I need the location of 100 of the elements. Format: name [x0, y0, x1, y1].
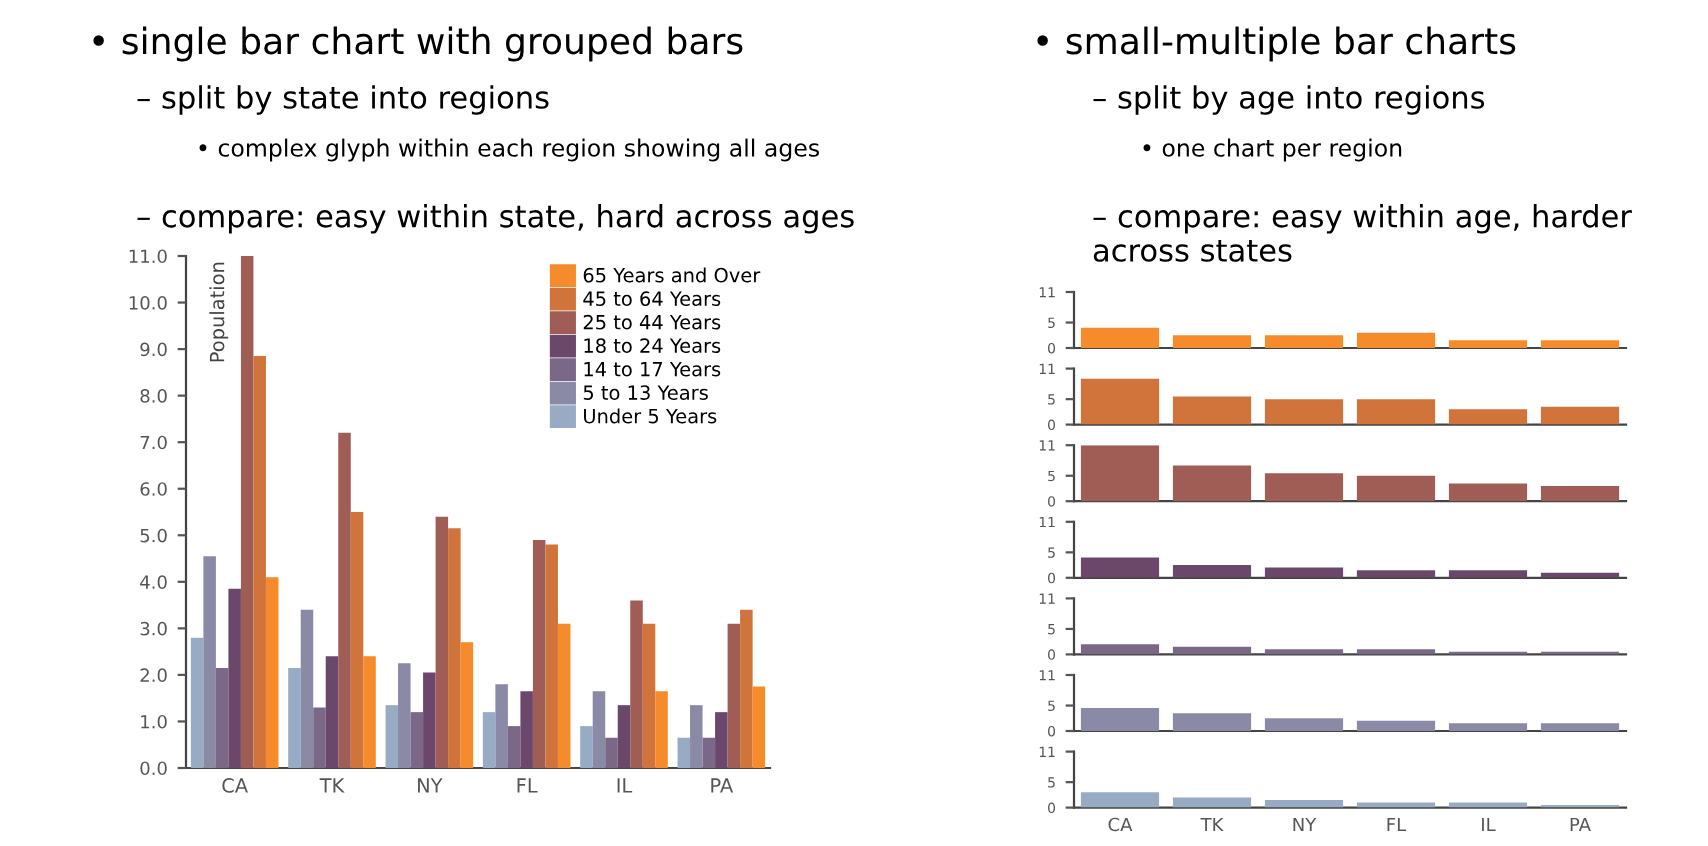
bar — [630, 600, 643, 768]
bar — [215, 667, 229, 768]
bar — [495, 684, 508, 768]
bar — [1080, 557, 1160, 578]
bar — [1540, 340, 1620, 348]
x-tick-label: TK — [319, 778, 345, 793]
y-axis-title: Population — [209, 262, 229, 362]
bar — [702, 737, 716, 768]
bar — [288, 667, 301, 768]
x-tick-label: NY — [1293, 817, 1317, 832]
y-tick-label: 1.0 — [141, 714, 167, 729]
bar — [190, 637, 204, 768]
bar — [423, 672, 436, 768]
bar — [1448, 723, 1528, 731]
legend-label: 65 Years and Over — [583, 267, 761, 283]
bar — [410, 712, 424, 768]
legend-label: 5 to 13 Years — [583, 385, 708, 400]
bar — [228, 588, 241, 768]
y-tick-label: 10.0 — [129, 296, 167, 310]
bar — [1080, 327, 1160, 348]
bar — [617, 705, 631, 768]
legend-label: 18 to 24 Years — [584, 338, 721, 353]
x-tick-label: CA — [1108, 817, 1133, 832]
bar — [1264, 473, 1344, 502]
bar — [363, 656, 376, 768]
bar — [1172, 797, 1252, 808]
bar — [642, 623, 656, 768]
text: – compare: easy within state, hard across ages — [137, 204, 854, 234]
x-tick-label: IL — [617, 778, 633, 793]
bar — [1448, 570, 1528, 578]
x-tick-label: PA — [711, 778, 734, 793]
text: • complex glyph within each region showing all ages — [199, 138, 819, 162]
bar — [313, 707, 326, 768]
bar — [545, 544, 558, 768]
bar — [1080, 378, 1160, 425]
bar — [325, 656, 339, 768]
bar — [240, 256, 254, 768]
bar — [715, 712, 728, 768]
bar — [1172, 335, 1252, 348]
bar — [507, 726, 521, 768]
bar — [1356, 720, 1436, 731]
y-tick-label: 3.0 — [140, 621, 167, 636]
text: – split by state into regions — [137, 85, 549, 115]
bar — [1172, 565, 1252, 578]
bar — [1080, 708, 1160, 731]
bar — [1540, 406, 1620, 425]
bar — [1540, 723, 1620, 731]
y-tick-label: 11.0 — [129, 249, 167, 264]
bar — [727, 623, 741, 768]
bar — [1356, 399, 1436, 425]
bar — [203, 556, 216, 768]
x-tick-label: IL — [1482, 817, 1496, 832]
text: • one chart per region — [1143, 138, 1402, 162]
bar — [1448, 340, 1528, 348]
y-tick-label: 8.0 — [140, 389, 167, 403]
bar — [1264, 335, 1344, 348]
bar — [1264, 799, 1344, 808]
bar — [690, 705, 703, 768]
text: – split by age into regions — [1093, 85, 1485, 115]
bar — [435, 516, 449, 768]
bar — [460, 642, 474, 768]
bar — [1264, 718, 1344, 731]
bar — [300, 609, 314, 768]
bar — [532, 539, 546, 768]
bar — [1540, 485, 1620, 502]
bar — [677, 737, 691, 768]
y-tick-label: 0.0 — [140, 761, 167, 776]
bar — [605, 737, 618, 768]
bar — [1356, 332, 1436, 348]
bar — [520, 691, 533, 768]
bar — [1356, 475, 1436, 502]
bar — [448, 528, 461, 768]
bar — [580, 726, 593, 768]
x-tick-label: CA — [222, 778, 248, 793]
bar — [385, 705, 399, 768]
chart-title: • small-multiple bar charts — [1037, 26, 1516, 62]
y-tick-label: 9.0 — [140, 342, 167, 357]
x-tick-label: FL — [517, 778, 538, 793]
x-tick-label: NY — [418, 778, 443, 793]
y-tick-label: 6.0 — [140, 482, 167, 496]
y-tick-label: 4.0 — [140, 575, 167, 589]
legend-label: 45 to 64 Years — [583, 291, 721, 307]
bar — [398, 663, 411, 768]
bar — [1448, 409, 1528, 425]
bar — [1172, 396, 1252, 425]
bar — [1172, 713, 1252, 731]
bar — [752, 686, 766, 768]
bar — [1264, 399, 1344, 425]
y-tick-label: 7.0 — [140, 435, 167, 450]
bar — [1080, 792, 1160, 808]
legend-label: 14 to 17 Years — [584, 362, 721, 377]
bar — [655, 691, 668, 768]
y-tick-label: 2.0 — [140, 668, 167, 683]
bar — [557, 623, 571, 768]
chart-title: • single bar chart with grouped bars — [93, 26, 743, 62]
bar — [1080, 445, 1160, 502]
y-tick-label: 5.0 — [140, 528, 167, 543]
bar — [1448, 483, 1528, 502]
bar — [592, 691, 606, 768]
bar — [338, 432, 351, 768]
